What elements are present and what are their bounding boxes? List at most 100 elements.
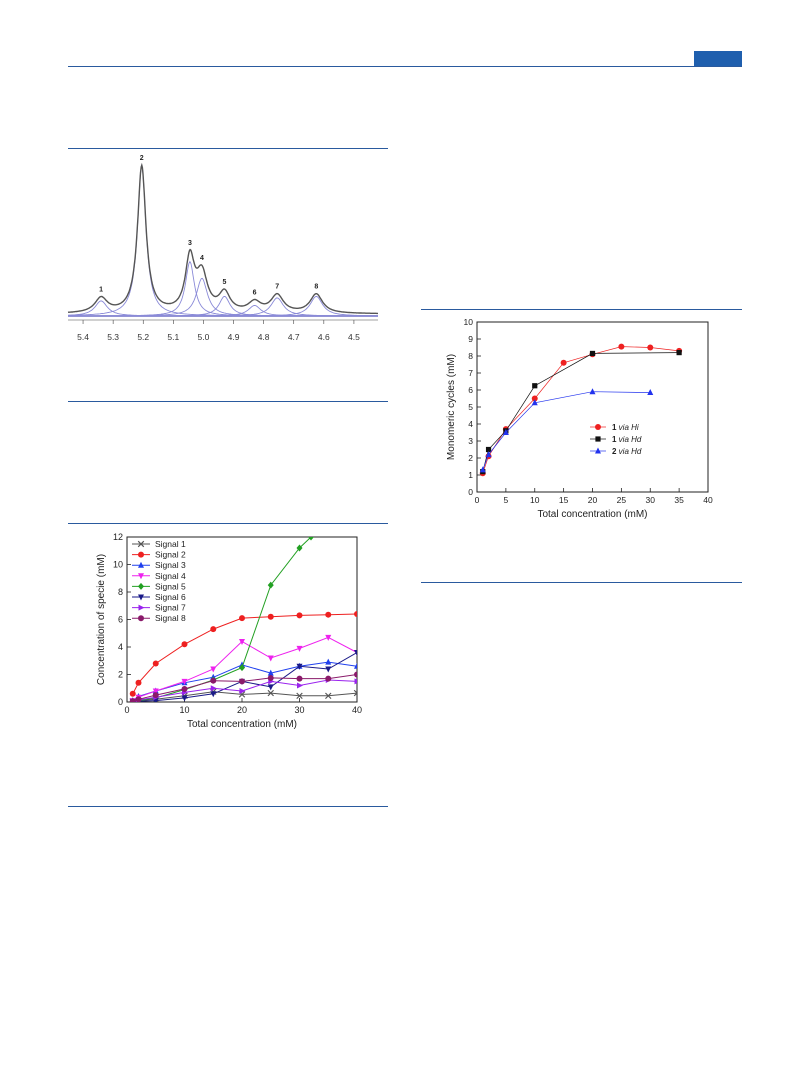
nmr-component-peak bbox=[68, 297, 378, 317]
x-axis-label: Total concentration (mM) bbox=[187, 719, 297, 730]
x-tick-label: 4.6 bbox=[318, 332, 330, 342]
peak-label: 1 bbox=[99, 287, 103, 294]
x-tick-label: 30 bbox=[646, 495, 656, 505]
y-tick-label: 5 bbox=[468, 402, 473, 412]
legend-label: Signal 8 bbox=[155, 613, 186, 623]
x-tick-label: 35 bbox=[674, 495, 684, 505]
data-point bbox=[354, 671, 357, 678]
legend-label: Signal 4 bbox=[155, 571, 186, 581]
legend-marker bbox=[138, 573, 144, 580]
data-point bbox=[325, 658, 332, 665]
x-tick-label: 20 bbox=[588, 495, 598, 505]
legend-marker bbox=[595, 436, 601, 442]
section-rule bbox=[421, 582, 742, 583]
peak-label: 4 bbox=[200, 255, 204, 262]
data-point bbox=[210, 685, 217, 692]
page-badge bbox=[694, 51, 742, 67]
legend-marker bbox=[595, 424, 601, 430]
y-tick-label: 8 bbox=[118, 587, 123, 597]
data-point bbox=[181, 678, 188, 685]
data-point bbox=[479, 466, 486, 473]
species-concentration-chart: 0 10 20 30 40 0 2 4 6 8 10 12 Total concentration (m… bbox=[96, 532, 362, 730]
legend-label: Signal 7 bbox=[155, 603, 186, 613]
legend-label: Signal 6 bbox=[155, 592, 186, 602]
y-tick-label: 10 bbox=[464, 317, 474, 327]
section-rule bbox=[68, 806, 388, 807]
nmr-component-peak bbox=[68, 295, 378, 317]
peak-label: 6 bbox=[253, 290, 257, 297]
nmr-component-peak bbox=[68, 296, 378, 317]
data-point bbox=[267, 655, 274, 662]
y-tick-label: 10 bbox=[113, 560, 123, 570]
peak-label: 8 bbox=[314, 284, 318, 291]
peak-label: 5 bbox=[223, 279, 227, 286]
legend-label: Signal 2 bbox=[155, 550, 186, 560]
data-point bbox=[152, 688, 159, 695]
monomeric-cycles-chart: 0 5 10 15 20 25 30 35 40 0 1 2 3 4 5 6 7 8 9 10 Total concen… bbox=[446, 317, 713, 520]
data-point bbox=[325, 611, 332, 618]
series-line bbox=[132, 613, 357, 695]
legend-marker bbox=[138, 615, 144, 622]
x-tick-label: 40 bbox=[352, 705, 362, 715]
section-rule bbox=[68, 148, 388, 149]
legend-label: Signal 1 bbox=[155, 539, 186, 549]
data-point bbox=[325, 675, 332, 682]
y-tick-label: 4 bbox=[118, 642, 123, 652]
data-point bbox=[267, 689, 274, 697]
peak-label: 3 bbox=[188, 240, 192, 247]
x-tick-label: 5.2 bbox=[137, 332, 149, 342]
plot-frame bbox=[476, 321, 709, 493]
data-point bbox=[181, 641, 188, 648]
series-line bbox=[132, 636, 357, 702]
y-tick-label: 6 bbox=[118, 615, 123, 625]
nmr-component-peak bbox=[68, 164, 378, 317]
data-point bbox=[531, 399, 538, 406]
data-point bbox=[589, 350, 596, 357]
nmr-component-peak bbox=[67, 300, 378, 317]
x-tick-label: 4.5 bbox=[348, 332, 360, 342]
nmr-spectrum-chart: 1 2 3 4 5 6 7 8 5.4 5.3 5.2 5.1 5.0 4.9 4.8 4.7 4.6 4.5 bbox=[67, 155, 378, 342]
data-point bbox=[210, 677, 217, 684]
legend-marker bbox=[138, 594, 144, 601]
legend-label: Signal 5 bbox=[155, 581, 186, 591]
y-tick-label: 4 bbox=[468, 419, 473, 429]
y-tick-label: 2 bbox=[118, 670, 123, 680]
data-point bbox=[267, 613, 274, 620]
data-point bbox=[267, 674, 274, 681]
data-point bbox=[210, 666, 217, 673]
data-point bbox=[296, 612, 303, 619]
data-point bbox=[296, 692, 303, 700]
y-tick-label: 9 bbox=[468, 334, 473, 344]
legend-marker bbox=[137, 540, 145, 548]
data-point bbox=[267, 684, 274, 691]
x-tick-label: 20 bbox=[237, 705, 247, 715]
data-point bbox=[239, 615, 245, 622]
legend-marker bbox=[138, 604, 145, 611]
data-point bbox=[267, 581, 274, 589]
plot-area bbox=[129, 537, 357, 702]
x-tick-label: 15 bbox=[559, 495, 569, 505]
data-point bbox=[354, 662, 357, 669]
peak-label: 7 bbox=[275, 284, 279, 291]
data-point bbox=[267, 669, 274, 676]
y-tick-label: 3 bbox=[468, 436, 473, 446]
data-point bbox=[354, 611, 357, 617]
data-point bbox=[296, 663, 303, 670]
section-rule bbox=[68, 401, 388, 402]
y-tick-label: 1 bbox=[468, 470, 473, 480]
x-tick-label: 10 bbox=[179, 705, 189, 715]
x-tick-label: 4.7 bbox=[288, 332, 300, 342]
data-point bbox=[129, 698, 136, 702]
x-tick-label: 4.9 bbox=[228, 332, 240, 342]
data-point bbox=[325, 666, 332, 673]
data-point bbox=[647, 344, 654, 351]
x-tick-label: 0 bbox=[475, 495, 480, 505]
y-tick-label: 12 bbox=[113, 532, 123, 542]
data-point bbox=[308, 537, 314, 541]
data-point bbox=[152, 660, 159, 667]
x-tick-label: 5.3 bbox=[107, 332, 119, 342]
data-point bbox=[135, 696, 142, 702]
data-point bbox=[239, 688, 246, 694]
x-tick-label: 10 bbox=[530, 495, 540, 505]
data-point bbox=[152, 692, 159, 699]
